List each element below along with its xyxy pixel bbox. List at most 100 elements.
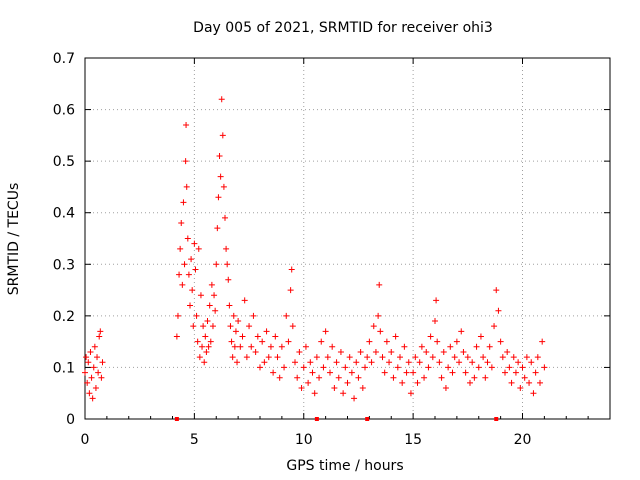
data-point: [305, 379, 312, 386]
data-point: [311, 390, 318, 397]
data-point: [99, 359, 106, 366]
data-point: [523, 354, 530, 361]
data-point: [403, 369, 410, 376]
data-point: [217, 173, 224, 180]
data-point: [473, 343, 480, 350]
data-point: [324, 354, 331, 361]
data-point: [362, 364, 368, 371]
data-point: [412, 354, 419, 361]
data-point: [458, 328, 465, 335]
data-point: [320, 364, 327, 371]
data-point: [355, 374, 362, 381]
baseline-marker: [174, 417, 179, 421]
baseline-marker: [494, 417, 499, 421]
data-point: [195, 245, 202, 252]
data-point: [530, 390, 537, 397]
data-point: [95, 369, 102, 376]
data-point: [484, 359, 491, 366]
data-point: [88, 374, 95, 381]
y-tick-label: 0: [66, 412, 75, 428]
data-point: [257, 364, 263, 371]
data-point: [447, 343, 454, 350]
data-point: [379, 354, 386, 361]
data-point: [193, 312, 200, 319]
data-point: [534, 354, 541, 361]
data-point: [252, 348, 259, 355]
y-axis-label: SRMTID / TECUs: [6, 183, 22, 296]
data-point: [190, 323, 197, 330]
data-point: [351, 395, 358, 402]
data-point: [390, 374, 397, 381]
x-ticks: 0 5 10 15 20: [81, 58, 589, 448]
data-point: [541, 364, 548, 371]
data-point: [248, 343, 255, 350]
data-point: [274, 354, 281, 361]
data-point: [179, 281, 186, 288]
data-point: [220, 183, 227, 190]
data-point: [276, 374, 283, 381]
data-point: [519, 364, 526, 371]
y-tick-label: 0.5: [53, 154, 75, 170]
data-point: [539, 338, 546, 345]
data-point: [495, 307, 502, 314]
data-point: [92, 385, 99, 392]
data-point: [180, 199, 187, 206]
data-point: [204, 318, 211, 325]
data-point: [227, 323, 234, 330]
data-point: [528, 359, 535, 366]
data-point: [331, 385, 338, 392]
y-ticks: 0 0.1 0.2 0.3 0.4 0.5 0.6 0.7: [53, 51, 610, 428]
data-point: [386, 359, 393, 366]
baseline-markers: [174, 417, 499, 421]
data-point: [510, 354, 517, 361]
data-point: [340, 390, 347, 397]
data-point: [392, 333, 399, 340]
x-tick-label: 5: [190, 432, 199, 448]
data-point: [178, 220, 185, 227]
data-point: [239, 333, 246, 340]
data-point: [359, 385, 366, 392]
data-point: [218, 96, 225, 103]
data-point: [212, 307, 219, 314]
data-point: [246, 323, 253, 330]
baseline-marker: [314, 417, 319, 421]
data-point: [206, 302, 213, 309]
y-tick-label: 0.1: [53, 360, 75, 376]
data-point: [267, 343, 274, 350]
data-point: [399, 379, 406, 386]
data-point: [254, 333, 261, 340]
data-point: [477, 333, 484, 340]
y-tick-label: 0.4: [53, 206, 75, 222]
data-point: [480, 354, 487, 361]
baseline-marker: [365, 417, 370, 421]
data-point: [381, 369, 388, 376]
data-point: [189, 287, 196, 294]
data-point: [537, 379, 543, 386]
data-point: [181, 261, 188, 268]
data-point: [209, 323, 216, 330]
data-point: [259, 338, 266, 345]
data-point: [281, 364, 288, 371]
data-point: [423, 348, 430, 355]
data-point: [407, 390, 414, 397]
data-point: [83, 354, 90, 361]
data-point: [401, 343, 408, 350]
data-point: [298, 385, 305, 392]
data-point: [449, 369, 456, 376]
data-point: [416, 359, 423, 366]
data-point: [94, 354, 101, 361]
data-point: [184, 235, 191, 242]
data-point: [224, 261, 231, 268]
data-point: [222, 214, 228, 221]
data-point: [526, 379, 533, 386]
data-point: [202, 333, 209, 340]
data-point: [263, 328, 270, 335]
data-point: [313, 354, 320, 361]
x-tick-label: 20: [514, 432, 532, 448]
data-point: [213, 261, 220, 268]
data-point: [185, 271, 192, 278]
data-point: [173, 333, 180, 340]
data-point: [309, 369, 316, 376]
data-point: [316, 374, 323, 381]
data-point: [237, 343, 244, 350]
